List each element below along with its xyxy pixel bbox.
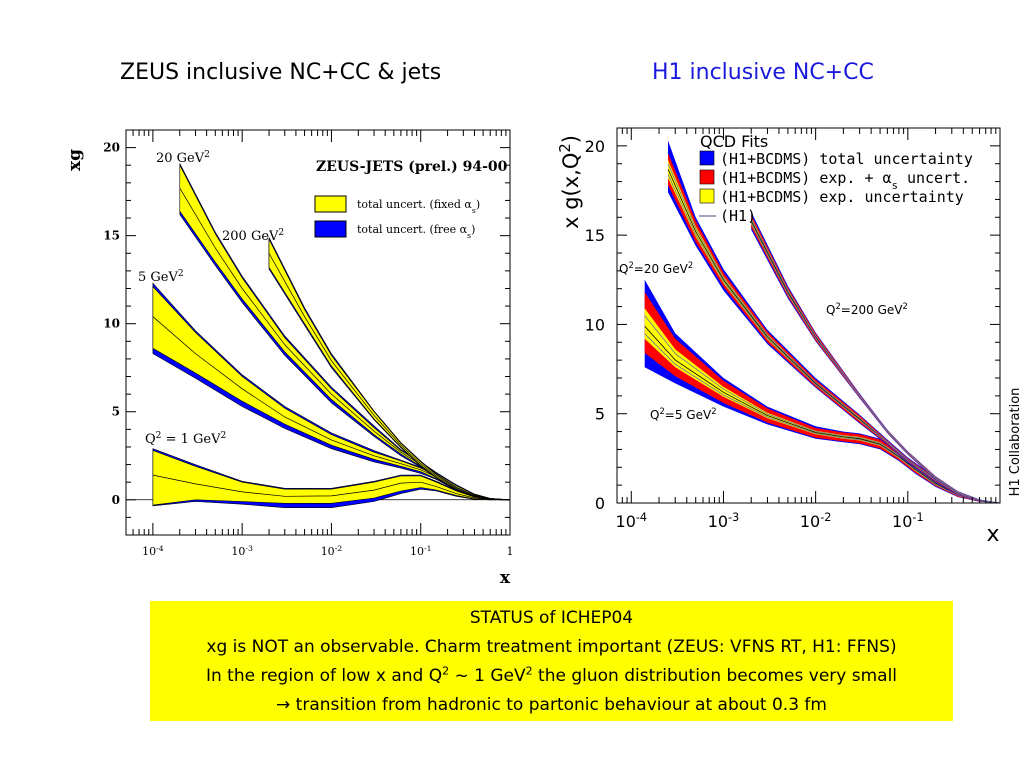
h1-fit-curve (644, 333, 1000, 503)
label-q2-20: 20 GeV2 (156, 150, 210, 166)
label-q2-200: 200 GeV2 (222, 228, 284, 244)
legend-swatch (699, 169, 715, 185)
zeus-chart: 0 5 10 15 20 10-4 10-3 10-2 10-1 1 Q2 = 1 GeV2 5 Ge… (65, 129, 514, 588)
zeus-panel-title: ZEUS inclusive NC+CC & jets (120, 60, 442, 85)
legend-label: (H1+BCDMS) exp. + αs uncert. (720, 169, 970, 192)
status-line-2-pre: In the region of low x and Q (205, 666, 443, 686)
x-tick-label: 10-2 (321, 544, 343, 559)
x-tick-label: 1 (507, 545, 514, 558)
y-tick-label: 20 (103, 141, 120, 155)
status-line-2-post: the gluon distribution becomes very smal… (532, 666, 898, 686)
zeus-plot-area (126, 163, 510, 508)
label-q2-200: Q2=200 GeV2 (826, 301, 908, 317)
legend-label-free: total uncert. (free αs) (357, 223, 475, 240)
band-fixed-alphas (152, 450, 510, 506)
x-axis-label: x (986, 522, 999, 547)
x-axis-label: x (500, 568, 511, 588)
legend-swatch (699, 188, 715, 204)
x-tick-label: 10-3 (708, 511, 740, 532)
charts-canvas: 0 5 10 15 20 10-4 10-3 10-2 10-1 1 Q2 = 1 GeV2 5 Ge… (65, 127, 1023, 588)
status-title: STATUS of ICHEP04 (469, 608, 634, 628)
h1-panel-title: H1 inclusive NC+CC (652, 60, 874, 85)
y-tick-label: 5 (595, 405, 605, 424)
h1-fit-curve (667, 174, 1000, 503)
x-tick-label: 10-1 (410, 544, 432, 559)
y-tick-label: 0 (595, 494, 605, 513)
x-tick-label: 10-3 (231, 544, 253, 559)
h1-plot-area (644, 140, 1000, 503)
y-axis-label: xg (65, 149, 85, 171)
status-line-2-sup1: 2 (442, 664, 450, 678)
y-tick-label: 0 (112, 493, 120, 507)
legend-label: (H1) (720, 207, 756, 225)
label-q2-5: 5 GeV2 (138, 269, 184, 285)
h1-fit-curve (750, 218, 1000, 503)
x-tick-label: 10-1 (892, 511, 924, 532)
legend-label: (H1+BCDMS) total uncertainty (720, 150, 973, 168)
y-tick-label: 20 (585, 137, 605, 156)
band-exp-alphas (644, 292, 1000, 503)
x-tick-label: 10-4 (142, 544, 164, 559)
band-exp-uncertainty (644, 308, 1000, 503)
status-line-3: → transition from hadronic to partonic b… (276, 695, 827, 715)
status-line-2-sup2: 2 (525, 664, 533, 678)
y-tick-label: 15 (585, 226, 605, 245)
legend-title: QCD Fits (700, 132, 768, 151)
central-curve (667, 168, 1000, 503)
h1-fit-curve (750, 222, 1000, 503)
band-exp-uncertainty (668, 160, 1000, 503)
plot-frame (616, 127, 1001, 504)
status-line-2-mid: ~ 1 GeV (449, 666, 526, 686)
status-line-2: In the region of low x and Q2 ~ 1 GeV2 t… (150, 662, 953, 691)
label-q2-1: Q2 = 1 GeV2 (145, 431, 226, 447)
legend-label: (H1+BCDMS) exp. uncertainty (720, 188, 964, 206)
legend-label-fixed: total uncert. (fixed αs) (357, 198, 480, 215)
side-label-h1-collaboration: H1 Collaboration (1008, 388, 1023, 497)
legend-swatch (699, 150, 715, 166)
x-tick-label: 10-2 (800, 511, 832, 532)
y-tick-label: 15 (103, 229, 120, 243)
y-axis-label: x g(x,Q2) (557, 135, 584, 229)
label-q2-5: Q2=5 GeV2 (650, 406, 717, 422)
y-tick-label: 10 (585, 315, 605, 334)
x-tick-label: 10-4 (616, 511, 648, 532)
zeus-chart-title: ZEUS-JETS (prel.) 94-00 (316, 159, 508, 175)
label-q2-20: Q2=20 GeV2 (619, 260, 693, 276)
h1-chart: 0 5 10 15 20 10-4 10-3 10-2 10-1 Q2=5 GeV2 Q2=20 G… (557, 127, 1023, 547)
status-line-1: xg is NOT an observable. Charm treatment… (206, 637, 897, 657)
legend-swatch-free (314, 220, 347, 238)
y-tick-label: 5 (112, 405, 120, 419)
status-box: STATUS of ICHEP04 xg is NOT an observabl… (150, 601, 953, 721)
h1-fit-curve (667, 163, 1000, 503)
central-curve (152, 474, 510, 501)
central-curve (644, 325, 1000, 503)
y-tick-label: 10 (103, 317, 120, 331)
central-curve (268, 253, 510, 501)
legend-swatch-fixed (314, 195, 347, 213)
